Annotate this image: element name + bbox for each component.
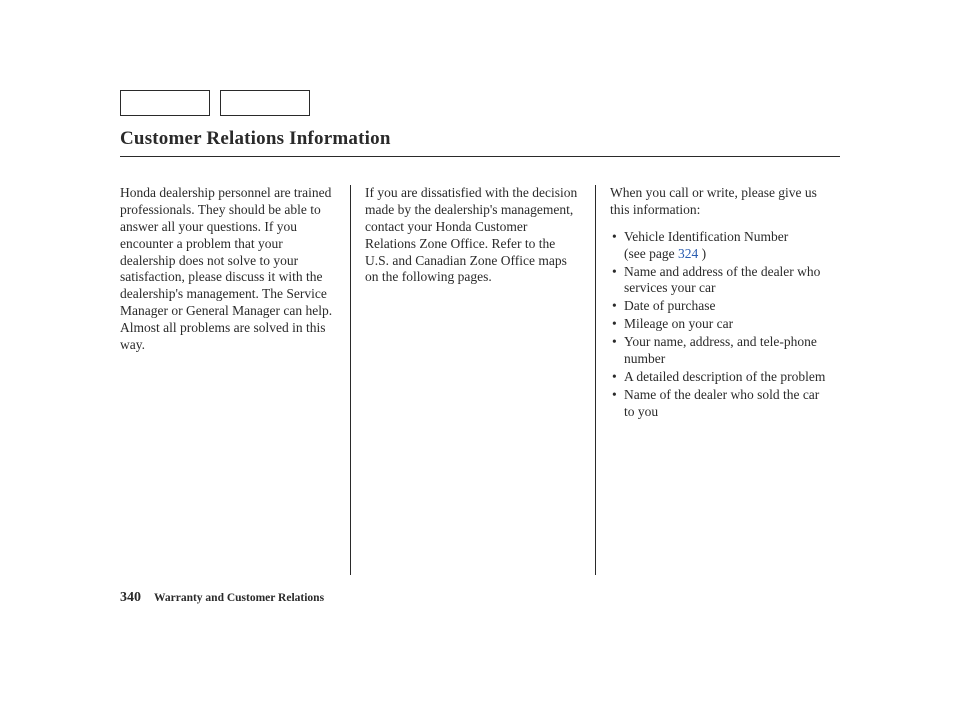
col1-paragraph: Honda dealership personnel are trained p…: [120, 185, 336, 354]
column-1: Honda dealership personnel are trained p…: [120, 185, 350, 575]
col3-intro: When you call or write, please give us t…: [610, 185, 826, 219]
footer-section: Warranty and Customer Relations: [154, 592, 324, 604]
page-footer: 340 Warranty and Customer Relations: [120, 590, 324, 606]
info-item-vin: Vehicle Identification Number (see page …: [612, 229, 826, 263]
page-content: Customer Relations Information Honda dea…: [120, 90, 840, 575]
vin-ref-pre: (see page: [624, 246, 678, 261]
info-item-mileage: Mileage on your car: [612, 316, 826, 333]
info-item-problem: A detailed description of the problem: [612, 369, 826, 386]
vin-ref-post: ): [698, 246, 706, 261]
info-item-date: Date of purchase: [612, 298, 826, 315]
content-columns: Honda dealership personnel are trained p…: [120, 185, 840, 575]
header-boxes: [120, 90, 840, 116]
info-item-vin-ref: (see page 324 ): [624, 246, 826, 263]
info-list: Vehicle Identification Number (see page …: [610, 229, 826, 421]
info-item-vin-text: Vehicle Identification Number: [624, 229, 788, 244]
page-link-324[interactable]: 324: [678, 246, 698, 261]
page-number: 340: [120, 590, 141, 605]
header-box-2: [220, 90, 310, 116]
header-box-1: [120, 90, 210, 116]
col2-paragraph: If you are dissatisfied with the decisio…: [365, 185, 581, 286]
column-2: If you are dissatisfied with the decisio…: [350, 185, 595, 575]
info-item-your-info: Your name, address, and tele-phone numbe…: [612, 334, 826, 368]
info-item-dealer-address: Name and address of the dealer who servi…: [612, 264, 826, 298]
column-3: When you call or write, please give us t…: [595, 185, 840, 575]
page-title: Customer Relations Information: [120, 128, 840, 157]
info-item-selling-dealer: Name of the dealer who sold the car to y…: [612, 387, 826, 421]
